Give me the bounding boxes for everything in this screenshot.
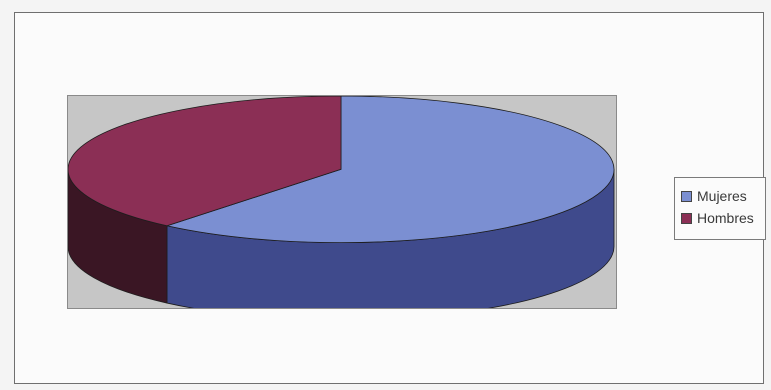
chart-frame: Mujeres Hombres (14, 12, 766, 384)
legend: Mujeres Hombres (674, 177, 766, 240)
legend-item-hombres: Hombres (681, 207, 765, 229)
legend-item-mujeres: Mujeres (681, 185, 765, 207)
pie-slice-hombres (68, 96, 342, 227)
plot-area (67, 95, 617, 309)
pie-slice-mujeres (165, 96, 615, 244)
pie-chart (68, 96, 615, 308)
legend-label-mujeres: Mujeres (697, 188, 747, 204)
legend-label-hombres: Hombres (697, 210, 754, 226)
legend-swatch-hombres (681, 212, 692, 224)
legend-swatch-mujeres (681, 190, 692, 202)
